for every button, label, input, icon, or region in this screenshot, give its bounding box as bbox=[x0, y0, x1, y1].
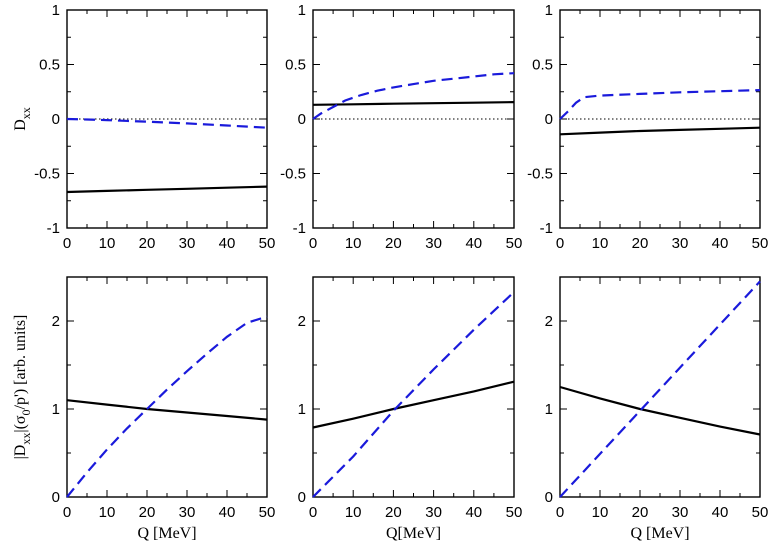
panel-top-middle: 0 10 20 30 40 50 -1 -0.5 0 0.5 1 bbox=[280, 2, 522, 252]
x-tick-label: 40 bbox=[219, 235, 236, 252]
y-tick-label: 1 bbox=[298, 2, 306, 19]
y-axis-label-part: xx bbox=[19, 433, 33, 445]
x-tick-label: 20 bbox=[385, 504, 402, 521]
y-tick-label: 2 bbox=[298, 313, 306, 330]
x-tick-label: 40 bbox=[712, 235, 729, 252]
y-tick-label: -0.5 bbox=[280, 166, 306, 183]
y-tick-label: 0 bbox=[52, 489, 60, 506]
x-tick-label: 20 bbox=[139, 235, 156, 252]
x-tick-label: 30 bbox=[425, 235, 442, 252]
x-tick-label: 10 bbox=[345, 504, 362, 521]
x-tick-label: 10 bbox=[345, 235, 362, 252]
x-tick-label: 10 bbox=[592, 235, 609, 252]
series-line-solid bbox=[66, 185, 268, 194]
y-axis-label-part: |(σ bbox=[12, 415, 29, 433]
y-tick-label: -1 bbox=[540, 220, 553, 237]
y-axis-label-part: |D bbox=[12, 445, 29, 460]
series-line-dashed bbox=[312, 291, 515, 498]
x-tick-label: 30 bbox=[672, 235, 689, 252]
x-tick-label: 20 bbox=[632, 235, 649, 252]
y-tick-label: 2 bbox=[545, 313, 553, 330]
x-tick-label: 20 bbox=[139, 504, 156, 521]
panel-bottom-right: 0 10 20 30 40 50 0 1 2 Q [MeV] bbox=[545, 276, 769, 542]
x-axis-label: Q[MeV] bbox=[386, 525, 441, 542]
y-tick-label: -0.5 bbox=[34, 166, 60, 183]
y-tick-label: 1 bbox=[52, 2, 60, 19]
x-axis-label: Q [MeV] bbox=[137, 525, 196, 542]
x-tick-label: 50 bbox=[259, 235, 276, 252]
series-line-solid bbox=[312, 380, 515, 429]
x-tick-label: 0 bbox=[63, 235, 71, 252]
x-tick-label: 50 bbox=[752, 235, 769, 252]
series-line-dashed bbox=[559, 280, 761, 498]
x-tick-label: 50 bbox=[506, 504, 523, 521]
series-line-solid bbox=[559, 126, 761, 136]
y-tick-label: 1 bbox=[545, 401, 553, 418]
y-tick-label: 0.5 bbox=[285, 57, 306, 74]
x-tick-label: 10 bbox=[99, 504, 116, 521]
x-tick-label: 0 bbox=[309, 504, 317, 521]
x-tick-label: 20 bbox=[632, 504, 649, 521]
series-line-dashed bbox=[66, 315, 268, 498]
x-tick-label: 30 bbox=[179, 235, 196, 252]
y-axis-label-part: /p') [arb. units] bbox=[12, 315, 29, 410]
x-tick-label: 0 bbox=[63, 504, 71, 521]
x-tick-label: 0 bbox=[556, 504, 564, 521]
y-tick-label: 0 bbox=[298, 111, 306, 128]
series-line-solid bbox=[66, 399, 268, 421]
x-tick-label: 0 bbox=[556, 235, 564, 252]
y-tick-label: -1 bbox=[293, 220, 306, 237]
series-line-dashed bbox=[312, 72, 515, 120]
x-tick-label: 50 bbox=[506, 235, 523, 252]
series-line-dashed bbox=[66, 117, 268, 129]
y-tick-label: 1 bbox=[52, 401, 60, 418]
panel-top-right: 0 10 20 30 40 50 -1 -0.5 0 0.5 1 bbox=[527, 2, 768, 252]
y-axis-label: |Dxx|(σ0/p') [arb. units] bbox=[12, 315, 33, 460]
x-tick-label: 20 bbox=[385, 235, 402, 252]
series-line-dashed bbox=[559, 89, 761, 120]
y-axis-label-part: xx bbox=[19, 107, 33, 119]
y-tick-label: 1 bbox=[298, 401, 306, 418]
y-axis-label-part: 0 bbox=[19, 409, 33, 415]
x-tick-label: 30 bbox=[672, 504, 689, 521]
x-tick-label: 50 bbox=[259, 504, 276, 521]
x-axis-label: Q [MeV] bbox=[630, 525, 689, 542]
y-tick-label: 1 bbox=[545, 2, 553, 19]
x-tick-label: 40 bbox=[712, 504, 729, 521]
panel-bottom-middle: 0 10 20 30 40 50 0 1 2 Q[MeV] bbox=[298, 276, 523, 542]
y-axis-label-part: D bbox=[12, 119, 29, 131]
y-tick-label: -0.5 bbox=[527, 166, 553, 183]
series-line-solid bbox=[559, 385, 761, 436]
y-tick-label: 0 bbox=[545, 111, 553, 128]
y-tick-label: 0 bbox=[298, 489, 306, 506]
x-tick-label: 0 bbox=[309, 235, 317, 252]
x-tick-label: 50 bbox=[752, 504, 769, 521]
panel-top-left: 0 10 20 30 40 50 -1 -0.5 0 0.5 1 Dxx bbox=[12, 2, 275, 252]
x-tick-label: 40 bbox=[465, 504, 482, 521]
series-line-solid bbox=[312, 101, 515, 106]
y-tick-label: 0 bbox=[545, 489, 553, 506]
x-tick-label: 40 bbox=[219, 504, 236, 521]
x-tick-label: 30 bbox=[179, 504, 196, 521]
y-tick-label: -1 bbox=[47, 220, 60, 237]
x-tick-label: 10 bbox=[99, 235, 116, 252]
plot-frame bbox=[312, 276, 515, 498]
plot-frame bbox=[66, 276, 268, 498]
y-tick-label: 0 bbox=[52, 111, 60, 128]
x-tick-label: 10 bbox=[592, 504, 609, 521]
y-tick-label: 0.5 bbox=[39, 57, 60, 74]
x-tick-label: 30 bbox=[425, 504, 442, 521]
x-tick-label: 40 bbox=[465, 235, 482, 252]
y-axis-label: Dxx bbox=[12, 107, 33, 131]
y-tick-label: 2 bbox=[52, 313, 60, 330]
y-tick-label: 0.5 bbox=[532, 57, 553, 74]
